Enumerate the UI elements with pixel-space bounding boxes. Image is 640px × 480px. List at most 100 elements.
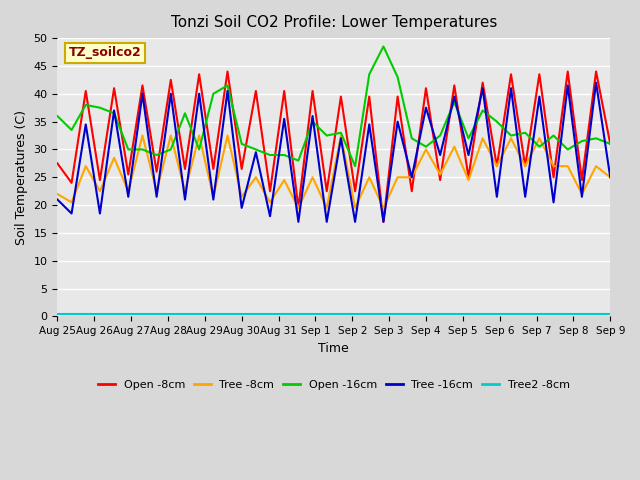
Tree -16cm: [323, 219, 331, 225]
X-axis label: Time: Time: [319, 342, 349, 355]
Open -16cm: [195, 146, 203, 152]
Tree -16cm: [153, 194, 161, 200]
Open -8cm: [139, 83, 147, 88]
Tree -16cm: [479, 85, 486, 91]
Open -8cm: [195, 72, 203, 77]
Open -8cm: [308, 88, 316, 94]
Tree -16cm: [238, 205, 246, 211]
Open -8cm: [351, 188, 359, 194]
Open -16cm: [153, 152, 161, 158]
Tree -8cm: [82, 163, 90, 169]
Open -16cm: [96, 105, 104, 110]
Open -16cm: [408, 135, 415, 141]
Open -8cm: [564, 69, 572, 74]
Tree -8cm: [167, 132, 175, 138]
Tree -16cm: [394, 119, 401, 124]
Tree -16cm: [308, 113, 316, 119]
Y-axis label: Soil Temperatures (C): Soil Temperatures (C): [15, 110, 28, 245]
Tree -16cm: [96, 211, 104, 216]
Open -8cm: [408, 188, 415, 194]
Open -8cm: [465, 174, 472, 180]
Tree -16cm: [607, 174, 614, 180]
Open -16cm: [465, 135, 472, 141]
Open -8cm: [294, 205, 302, 211]
Open -16cm: [422, 144, 430, 150]
Open -8cm: [124, 172, 132, 178]
Tree -16cm: [550, 200, 557, 205]
Tree -8cm: [536, 135, 543, 141]
Tree -16cm: [110, 108, 118, 113]
Open -8cm: [380, 219, 387, 225]
Open -16cm: [167, 146, 175, 152]
Tree -8cm: [380, 205, 387, 211]
Tree -8cm: [507, 135, 515, 141]
Open -16cm: [124, 146, 132, 152]
Open -16cm: [337, 130, 345, 136]
Open -8cm: [394, 94, 401, 99]
Tree -8cm: [550, 163, 557, 169]
Open -8cm: [323, 188, 331, 194]
Open -16cm: [139, 146, 147, 152]
Open -16cm: [607, 141, 614, 147]
Tree -8cm: [68, 200, 76, 205]
Tree -8cm: [139, 132, 147, 138]
Tree -8cm: [394, 174, 401, 180]
Open -16cm: [451, 99, 458, 105]
Tree -8cm: [294, 205, 302, 211]
Open -8cm: [436, 177, 444, 183]
Open -8cm: [365, 94, 373, 99]
Tree -8cm: [209, 194, 217, 200]
Open -16cm: [550, 132, 557, 138]
Open -8cm: [592, 69, 600, 74]
Open -16cm: [54, 113, 61, 119]
Tree -16cm: [209, 197, 217, 203]
Open -8cm: [479, 80, 486, 85]
Open -8cm: [422, 85, 430, 91]
Tree -16cm: [493, 194, 500, 200]
Open -16cm: [436, 132, 444, 138]
Open -16cm: [294, 158, 302, 164]
Tree -16cm: [337, 135, 345, 141]
Tree -8cm: [479, 135, 486, 141]
Open -8cm: [522, 163, 529, 169]
Open -16cm: [238, 141, 246, 147]
Open -8cm: [167, 77, 175, 83]
Tree -16cm: [578, 194, 586, 200]
Tree -8cm: [465, 177, 472, 183]
Tree -16cm: [507, 85, 515, 91]
Open -16cm: [266, 152, 274, 158]
Open -8cm: [68, 180, 76, 186]
Open -16cm: [507, 132, 515, 138]
Tree -16cm: [451, 94, 458, 99]
Tree -8cm: [578, 191, 586, 197]
Tree -16cm: [195, 91, 203, 96]
Open -16cm: [380, 44, 387, 49]
Open -8cm: [536, 72, 543, 77]
Tree -16cm: [536, 94, 543, 99]
Line: Tree -16cm: Tree -16cm: [58, 83, 611, 222]
Tree -16cm: [351, 219, 359, 225]
Open -16cm: [536, 144, 543, 150]
Tree -8cm: [408, 174, 415, 180]
Open -8cm: [252, 88, 260, 94]
Open -16cm: [223, 83, 231, 88]
Open -16cm: [522, 130, 529, 136]
Tree -8cm: [54, 191, 61, 197]
Open -8cm: [266, 188, 274, 194]
Tree -16cm: [408, 174, 415, 180]
Tree -16cm: [266, 214, 274, 219]
Tree -8cm: [110, 155, 118, 161]
Open -8cm: [54, 160, 61, 166]
Tree -16cm: [124, 194, 132, 200]
Tree -8cm: [153, 188, 161, 194]
Tree -16cm: [522, 194, 529, 200]
Tree -16cm: [68, 211, 76, 216]
Tree -8cm: [252, 174, 260, 180]
Open -16cm: [493, 119, 500, 124]
Tree2 -8cm: [90, 311, 98, 317]
Tree -8cm: [308, 174, 316, 180]
Tree -16cm: [252, 149, 260, 155]
Open -16cm: [181, 110, 189, 116]
Open -8cm: [607, 141, 614, 147]
Open -16cm: [110, 110, 118, 116]
